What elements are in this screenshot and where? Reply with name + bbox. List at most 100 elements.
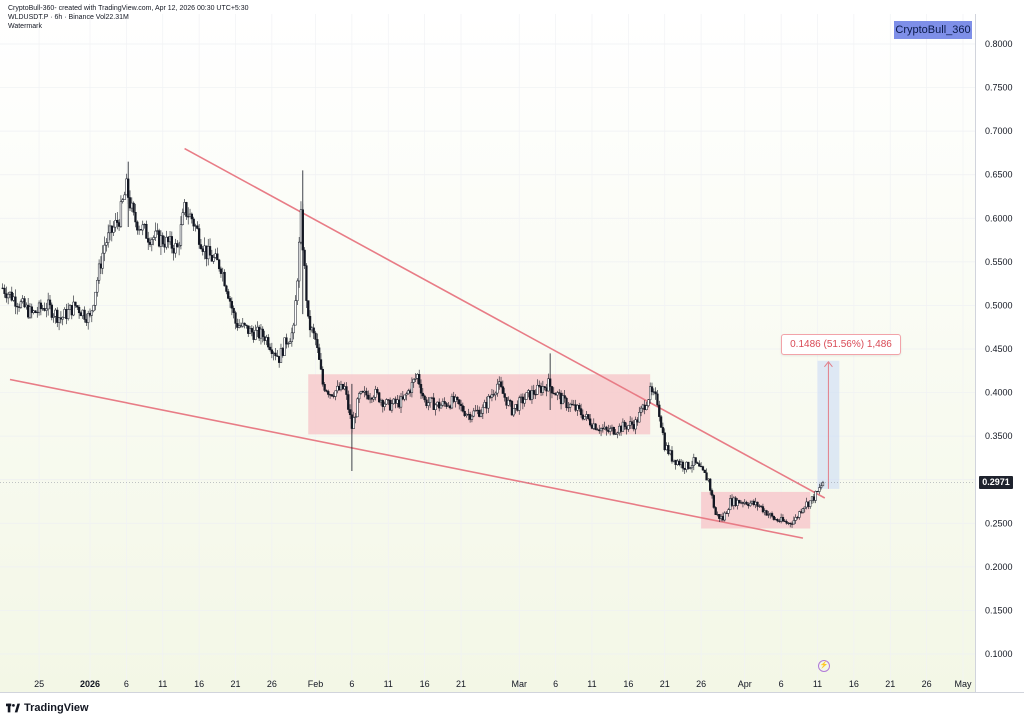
candle-body: [701, 466, 705, 471]
candle-body: [536, 384, 539, 395]
y-tick-label: 0.5500: [985, 257, 1013, 267]
candle-body: [427, 402, 430, 406]
candle-body: [116, 220, 119, 223]
candle-body: [687, 461, 690, 469]
candle-body: [132, 202, 135, 213]
candle-body: [290, 332, 294, 342]
candle-body: [152, 237, 155, 240]
candle-body: [338, 385, 341, 391]
candle-body: [545, 387, 548, 392]
tradingview-logo[interactable]: TradingView: [6, 701, 89, 715]
candle-body: [394, 398, 397, 404]
candle-body: [77, 306, 81, 314]
candle-body: [670, 450, 674, 462]
author-badge: CryptoBull_360: [894, 21, 972, 39]
candle-body: [358, 393, 361, 400]
candle-body: [725, 512, 728, 514]
candle-body: [205, 245, 208, 260]
candle-body: [803, 506, 806, 509]
symbol-info[interactable]: WLDUSDT.P · 6h · Binance Vol22.31M: [8, 14, 129, 21]
trendline[interactable]: [184, 147, 826, 499]
candle-body: [554, 393, 557, 396]
candle-body: [494, 392, 497, 396]
candle-body: [134, 211, 137, 223]
candle-body: [599, 428, 603, 432]
candle-body: [461, 405, 464, 412]
candle-body: [16, 306, 19, 308]
y-tick-label: 0.7500: [985, 83, 1013, 93]
candle-body: [374, 389, 377, 398]
candle-body: [667, 445, 670, 455]
candle-body: [174, 243, 177, 254]
candle-body: [661, 427, 665, 434]
candle-body: [57, 317, 61, 323]
x-tick-label: 26: [696, 679, 706, 689]
candle-body: [730, 498, 734, 506]
candle-body: [503, 393, 506, 398]
candle-body: [190, 213, 193, 220]
candle-body: [188, 213, 192, 218]
candle-body: [576, 405, 579, 411]
candle-body: [690, 465, 694, 469]
candle-body: [379, 400, 383, 403]
candle-body: [448, 405, 452, 409]
candle-body: [696, 462, 699, 464]
x-tick-label: Apr: [738, 679, 752, 689]
price-axis[interactable]: 0.10000.15000.20000.25000.30000.35000.40…: [985, 39, 1013, 659]
candle-body: [219, 268, 223, 274]
candle-body: [236, 323, 239, 328]
candle-body: [634, 419, 637, 430]
candle-body: [649, 386, 652, 401]
candle-body: [67, 309, 70, 320]
candle-body: [581, 414, 585, 420]
candle-body: [438, 401, 441, 409]
chart-grid: [0, 14, 975, 692]
candle-body: [754, 501, 757, 505]
candle-body: [558, 392, 561, 394]
candle-body: [510, 401, 514, 416]
candle-body: [698, 463, 701, 467]
candle-body: [496, 383, 499, 394]
candle-body: [750, 500, 754, 504]
y-tick-label: 0.5000: [985, 300, 1013, 310]
candle-body: [718, 514, 721, 519]
candle-body: [732, 497, 735, 506]
candle-body: [476, 409, 479, 412]
candle-body: [312, 327, 315, 334]
candle-body: [332, 395, 335, 397]
time-axis[interactable]: 25 2026 6 11 16 21 26 Feb 6 11 16 21 Mar 6 11 16 21 26 Apr…: [34, 679, 972, 689]
candle-body: [121, 199, 124, 202]
candle-body: [472, 410, 475, 417]
candle-body: [185, 202, 188, 217]
candle-body: [610, 427, 614, 429]
lightning-icon[interactable]: ⚡: [818, 660, 830, 672]
y-tick-label: 0.7000: [985, 126, 1013, 136]
consolidation-zone[interactable]: [308, 374, 651, 435]
candle-body: [643, 404, 646, 410]
candle-body: [59, 317, 63, 320]
candle-body: [485, 402, 488, 409]
candle-body: [107, 232, 110, 243]
candle-body: [639, 407, 643, 413]
candle-body: [147, 238, 150, 243]
candle-body: [17, 306, 21, 308]
candle-body: [137, 229, 141, 231]
candle-body: [341, 384, 344, 390]
candle-body: [65, 309, 68, 320]
x-tick-label: 16: [623, 679, 633, 689]
trendline[interactable]: [9, 378, 804, 539]
candle-body: [8, 291, 12, 295]
x-tick-label: 11: [158, 679, 167, 689]
y-tick-label: 0.8000: [985, 39, 1013, 49]
candle-body: [412, 379, 415, 383]
x-tick-label: 11: [813, 679, 822, 689]
candle-body: [792, 520, 796, 525]
candle-body: [108, 225, 112, 234]
candle-body: [263, 336, 266, 341]
candle-body: [76, 305, 79, 308]
candle-body: [516, 404, 519, 411]
candle-body: [447, 405, 450, 407]
candle-body: [627, 425, 630, 430]
candle-body: [3, 287, 6, 294]
